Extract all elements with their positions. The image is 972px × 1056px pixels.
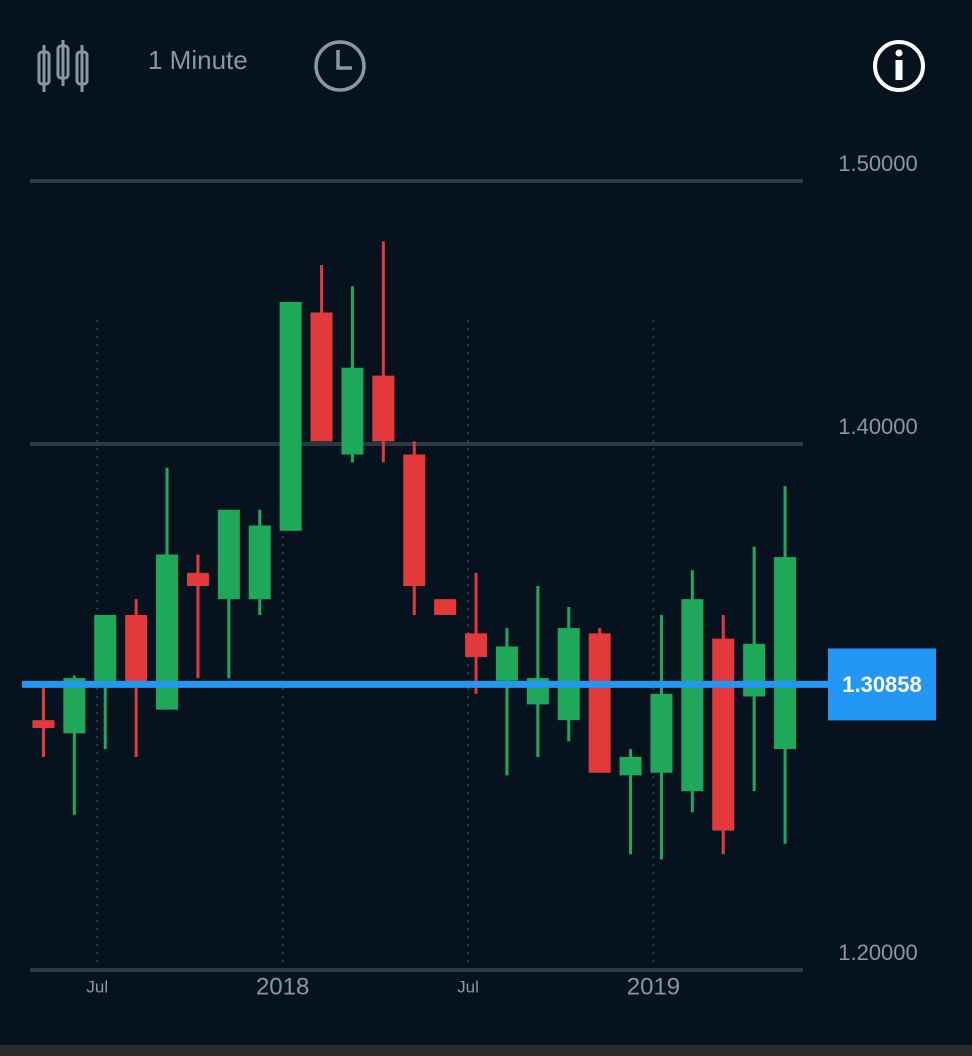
x-tick-label: Jul [457, 977, 479, 996]
x-tick-label: 2019 [627, 973, 680, 1000]
y-tick-label: 1.20000 [838, 940, 918, 965]
current-price-label: 1.30858 [842, 672, 922, 697]
candle-body [465, 633, 488, 658]
candle-body [681, 599, 704, 792]
candle-body [125, 614, 148, 686]
clock-icon[interactable] [314, 40, 366, 92]
candle-body [650, 693, 673, 773]
candle-body [186, 572, 209, 587]
candle-body [434, 599, 457, 615]
candle-body [217, 509, 240, 600]
y-tick-label: 1.40000 [838, 414, 918, 439]
x-tick-label: 2018 [256, 973, 309, 1000]
candle-body [588, 633, 611, 773]
candle-body [310, 312, 333, 442]
candle-body [557, 628, 580, 721]
candle-body [743, 643, 766, 697]
candle-body [94, 614, 117, 686]
current-price-box [828, 648, 936, 721]
interval-label[interactable]: 1 Minute [148, 45, 248, 75]
bottom-bar [0, 1045, 972, 1056]
candle-body [403, 454, 426, 587]
candle-body [619, 756, 642, 776]
candle-body [279, 301, 302, 531]
candle-body [774, 557, 797, 750]
x-tick-label: Jul [86, 977, 108, 996]
candle-body [63, 678, 86, 734]
candle-body [32, 720, 55, 729]
candle-body [372, 375, 395, 442]
candle-body [248, 525, 271, 600]
candle-type-icon[interactable] [37, 40, 89, 92]
candle-body [495, 646, 518, 681]
candle-body [712, 638, 735, 831]
candle-body [341, 367, 364, 455]
info-icon[interactable] [873, 40, 925, 92]
candle-body [156, 554, 179, 710]
y-tick-label: 1.50000 [838, 151, 918, 176]
